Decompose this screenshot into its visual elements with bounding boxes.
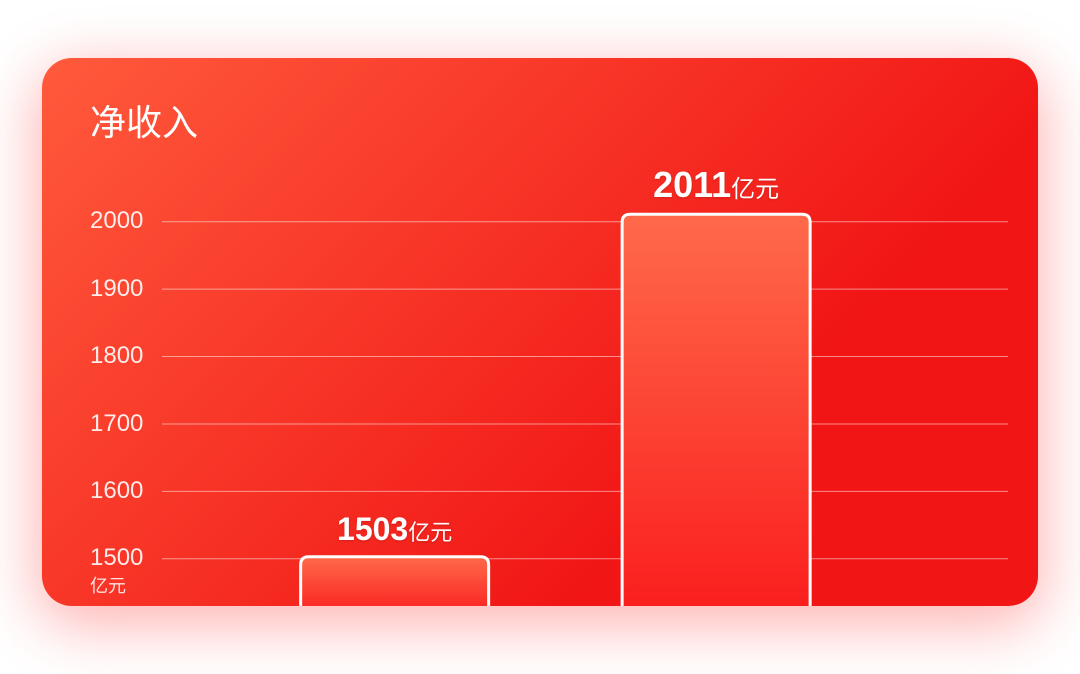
bar-value-unit: 亿元 — [408, 520, 452, 545]
bar — [622, 214, 810, 606]
y-tick-label: 1500 — [90, 544, 143, 572]
bar-value-label: 1503亿元 — [275, 511, 515, 548]
bar-value-unit: 亿元 — [731, 176, 779, 203]
y-tick-label: 1900 — [90, 275, 143, 303]
y-tick-label: 1700 — [90, 410, 143, 438]
y-tick-label: 1600 — [90, 477, 143, 505]
bar-value: 1503 — [337, 511, 408, 547]
y-tick-label: 1800 — [90, 342, 143, 370]
revenue-card: 净收入150016001700180019002000亿元1503亿元2011亿… — [42, 58, 1038, 606]
y-axis-unit: 亿元 — [90, 572, 126, 598]
bar-value-label: 2011亿元 — [596, 164, 836, 206]
y-tick-label: 2000 — [90, 207, 143, 235]
bar — [301, 557, 489, 606]
bar-value: 2011 — [653, 164, 731, 205]
chart-title: 净收入 — [90, 94, 198, 146]
